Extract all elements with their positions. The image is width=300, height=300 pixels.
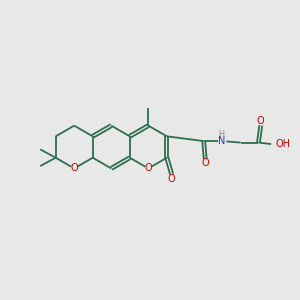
Text: N: N bbox=[218, 136, 225, 146]
Text: O: O bbox=[145, 164, 152, 173]
Text: O: O bbox=[201, 158, 209, 168]
Text: H: H bbox=[218, 130, 225, 139]
Text: O: O bbox=[70, 164, 78, 173]
Text: O: O bbox=[168, 174, 176, 184]
Text: O: O bbox=[257, 116, 265, 126]
Text: OH: OH bbox=[275, 139, 290, 149]
